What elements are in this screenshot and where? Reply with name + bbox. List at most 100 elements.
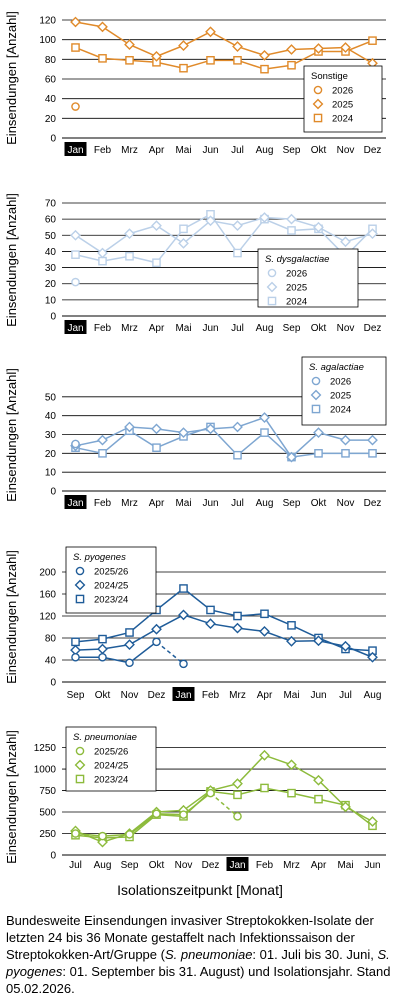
legend-label: 2023/24	[94, 595, 128, 606]
y-tick-label: 60	[45, 75, 57, 86]
legend-marker	[310, 389, 322, 401]
data-point	[125, 830, 134, 839]
data-point	[313, 635, 324, 647]
data-point	[205, 26, 216, 38]
data-point	[232, 778, 243, 790]
legend-label: 2024	[330, 405, 351, 416]
chart-s-agalactiae: 0 10 20 30 40 50 Jan Feb Mrz Apr Mai Jun Jul Aug Sep Ok…	[4, 356, 387, 509]
data-point	[98, 256, 107, 266]
x-tick-label: Dez	[202, 860, 220, 871]
y-tick-label: 40	[45, 411, 57, 422]
legend-marker	[267, 268, 277, 278]
chart-s-pneumoniae: 0 250 500 750 1000 1250 Jul Aug Sep Okt Nov Dez Jan F…	[4, 726, 386, 871]
caption-part-3: : 01. September bis 31. August) und Isol…	[6, 964, 391, 996]
data-point	[178, 40, 189, 51]
data-point	[71, 439, 80, 449]
data-point	[71, 43, 80, 52]
data-point	[259, 50, 270, 61]
y-axis-title: Einsendungen [Anzahl]	[4, 550, 19, 684]
data-point	[206, 788, 215, 798]
x-tick-label: Sep	[121, 860, 139, 871]
data-point	[233, 450, 242, 460]
y-tick-label: 1250	[34, 743, 57, 754]
data-point	[286, 44, 297, 55]
legend-title: S. agalactiae	[309, 362, 364, 373]
x-tick-label: Okt	[311, 145, 327, 156]
legend-marker	[75, 594, 85, 604]
data-point	[124, 228, 135, 240]
y-tick-label: 80	[45, 634, 57, 645]
y-tick-label: 500	[39, 808, 56, 819]
legend-title: S. pyogenes	[73, 552, 126, 563]
data-point	[152, 258, 161, 268]
x-tick-label: Jun	[310, 690, 326, 701]
legend: S. agalactiae 2026 2025 2024	[301, 356, 387, 426]
x-tick-label: Nov	[121, 690, 139, 701]
data-point	[98, 449, 107, 458]
legend-title: Sonstige	[311, 71, 348, 82]
data-point	[70, 16, 81, 28]
data-point	[179, 810, 188, 819]
legend-label: 2024/25	[94, 581, 128, 592]
x-tick-label: Mai	[337, 860, 353, 871]
series-line	[75, 213, 374, 264]
data-point	[368, 449, 377, 458]
data-point	[260, 609, 269, 619]
x-tick-label: Dez	[364, 498, 382, 509]
data-point	[287, 60, 296, 70]
y-axis-title: Einsendungen [Anzahl]	[4, 368, 19, 502]
x-tick-label: Aug	[256, 323, 274, 334]
series-line-dashed	[210, 792, 238, 817]
data-point	[233, 56, 242, 65]
x-tick-label: Mrz	[121, 323, 138, 334]
y-tick-label: 0	[50, 312, 56, 323]
x-tick-label: Nov	[337, 323, 355, 334]
series-line	[75, 614, 373, 658]
data-point	[71, 637, 80, 647]
data-point	[313, 427, 324, 439]
legend: S. pyogenes 2025/26 2024/25 2023/24	[65, 546, 157, 614]
x-tick-label: Jul	[231, 145, 244, 156]
legend-label: 2025/26	[94, 567, 128, 578]
data-point	[97, 247, 108, 259]
x-tick-highlight	[226, 857, 249, 871]
legend-label: 2026	[332, 86, 353, 97]
x-tick-label: Sep	[283, 498, 301, 509]
y-tick-label: 0	[50, 134, 56, 145]
x-tick-label: Dez	[148, 690, 166, 701]
legend-marker	[75, 746, 85, 756]
data-point	[287, 621, 296, 630]
data-point	[314, 794, 323, 804]
data-point	[259, 749, 270, 761]
data-point	[259, 412, 270, 423]
legend-marker	[266, 281, 278, 293]
data-point	[124, 39, 135, 50]
data-point	[286, 451, 297, 463]
legend-label: 2025	[286, 283, 307, 294]
x-tick-label: Mrz	[283, 860, 300, 871]
x-tick-label: Jul	[231, 498, 244, 509]
data-point	[313, 221, 324, 233]
data-point	[151, 50, 162, 62]
x-tick-label: Apr	[149, 323, 165, 334]
y-axis-title: Einsendungen [Anzahl]	[4, 11, 19, 145]
x-tick-label: Sep	[283, 145, 301, 156]
x-tick-label: Feb	[256, 860, 274, 871]
x-tick-label: Nov	[337, 145, 355, 156]
y-tick-label: 250	[39, 829, 56, 840]
x-tick-highlight	[172, 687, 195, 701]
y-axis-title: Einsendungen [Anzahl]	[4, 193, 19, 327]
data-point	[151, 423, 162, 435]
series-line	[75, 416, 373, 459]
data-point	[98, 54, 107, 63]
legend-label: 2023/24	[94, 775, 128, 786]
x-tick-label: Apr	[311, 860, 327, 871]
data-point	[260, 783, 269, 793]
x-tick-label: Jun	[364, 860, 380, 871]
legend-title: S. dysgalactiae	[265, 254, 329, 265]
chart-sonstige: 0 20 40 60 80 100 120 Jan Feb Mrz Apr Mai Jun Jul Aug S…	[4, 11, 386, 156]
x-tick-label: Jan	[67, 498, 83, 509]
legend-box	[303, 65, 383, 133]
y-tick-label: 30	[45, 263, 57, 274]
y-axis-title: Einsendungen [Anzahl]	[4, 730, 19, 864]
